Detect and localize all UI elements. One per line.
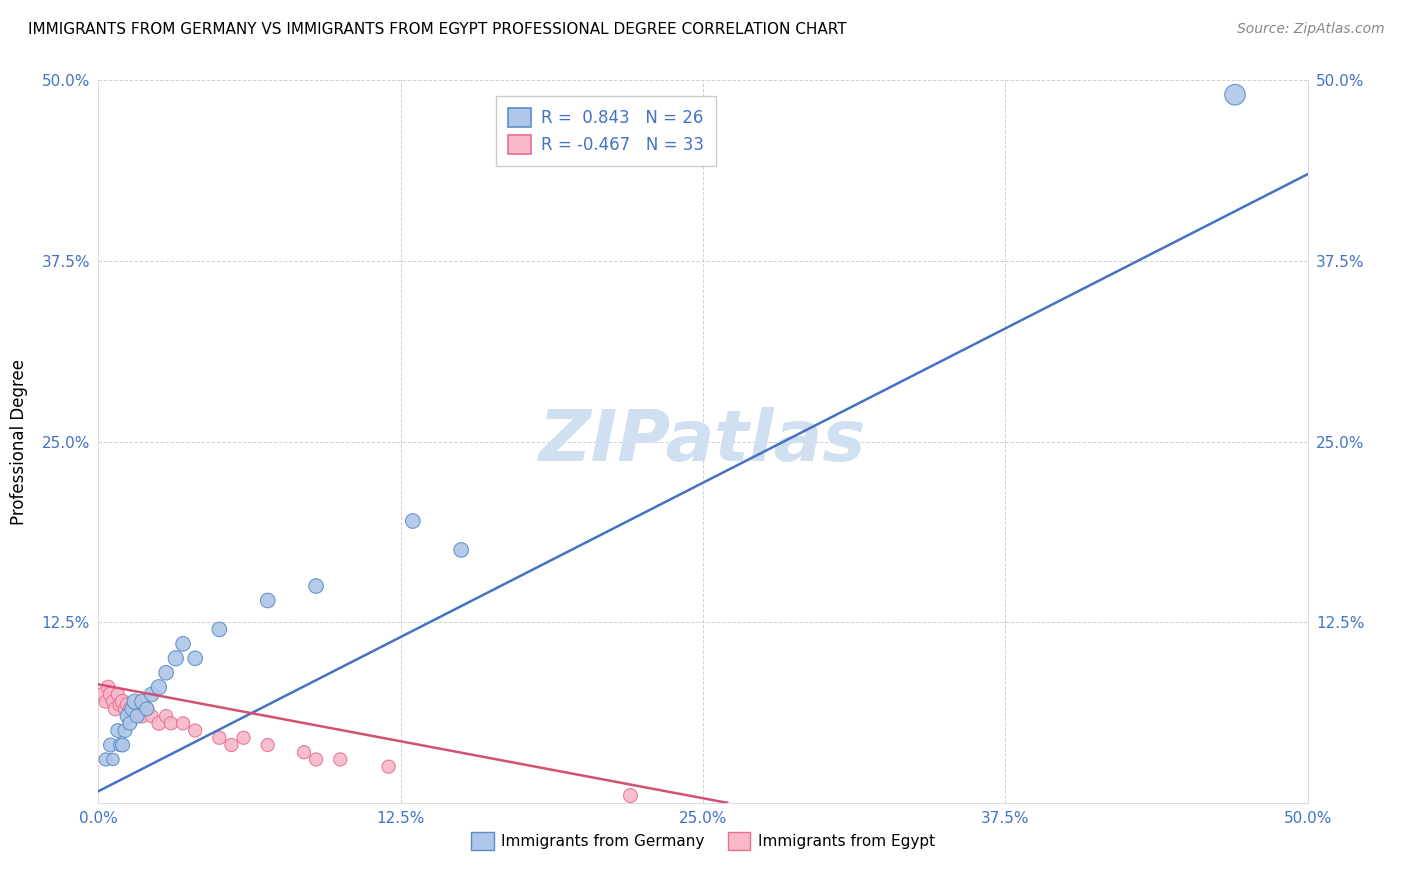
Point xyxy=(94,695,117,709)
Point xyxy=(256,738,278,752)
Point xyxy=(91,687,114,701)
Point xyxy=(402,514,425,528)
Point xyxy=(101,752,124,766)
Point xyxy=(141,709,163,723)
Point xyxy=(127,709,149,723)
Point xyxy=(131,695,153,709)
Y-axis label: Professional Degree: Professional Degree xyxy=(10,359,28,524)
Point xyxy=(377,760,399,774)
Point xyxy=(155,709,177,723)
Point xyxy=(160,716,183,731)
Point xyxy=(135,702,157,716)
Point xyxy=(101,695,124,709)
Point xyxy=(121,702,143,716)
Text: Source: ZipAtlas.com: Source: ZipAtlas.com xyxy=(1237,22,1385,37)
Point xyxy=(305,752,328,766)
Point xyxy=(165,651,187,665)
Point xyxy=(114,723,136,738)
Text: ZIPatlas: ZIPatlas xyxy=(540,407,866,476)
Point xyxy=(108,738,131,752)
Point xyxy=(100,687,122,701)
Point xyxy=(172,637,194,651)
Point xyxy=(94,752,117,766)
Point xyxy=(108,698,131,712)
Point xyxy=(208,731,231,745)
Point xyxy=(127,709,149,723)
Point xyxy=(117,709,139,723)
Point xyxy=(121,709,143,723)
Text: IMMIGRANTS FROM GERMANY VS IMMIGRANTS FROM EGYPT PROFESSIONAL DEGREE CORRELATION: IMMIGRANTS FROM GERMANY VS IMMIGRANTS FR… xyxy=(28,22,846,37)
Point xyxy=(292,745,315,759)
Point xyxy=(141,687,163,701)
Point xyxy=(1223,87,1246,102)
Point xyxy=(232,731,254,745)
Point xyxy=(107,723,129,738)
Point xyxy=(450,542,472,557)
Point xyxy=(104,702,127,716)
Point xyxy=(619,789,641,803)
Point xyxy=(172,716,194,731)
Point xyxy=(256,593,278,607)
Point xyxy=(111,695,134,709)
Point xyxy=(135,702,157,716)
Point xyxy=(114,702,136,716)
Point xyxy=(305,579,328,593)
Point xyxy=(124,695,146,709)
Point xyxy=(131,709,153,723)
Point xyxy=(97,680,120,694)
Point xyxy=(148,680,170,694)
Point xyxy=(221,738,243,752)
Point xyxy=(184,651,207,665)
Legend: Immigrants from Germany, Immigrants from Egypt: Immigrants from Germany, Immigrants from… xyxy=(464,826,942,856)
Point xyxy=(155,665,177,680)
Point xyxy=(100,738,122,752)
Point xyxy=(124,702,146,716)
Point xyxy=(329,752,352,766)
Point xyxy=(128,702,150,716)
Point xyxy=(148,716,170,731)
Point xyxy=(117,698,139,712)
Point xyxy=(111,738,134,752)
Point xyxy=(118,702,141,716)
Point xyxy=(107,687,129,701)
Point xyxy=(118,716,141,731)
Point xyxy=(208,623,231,637)
Point xyxy=(184,723,207,738)
